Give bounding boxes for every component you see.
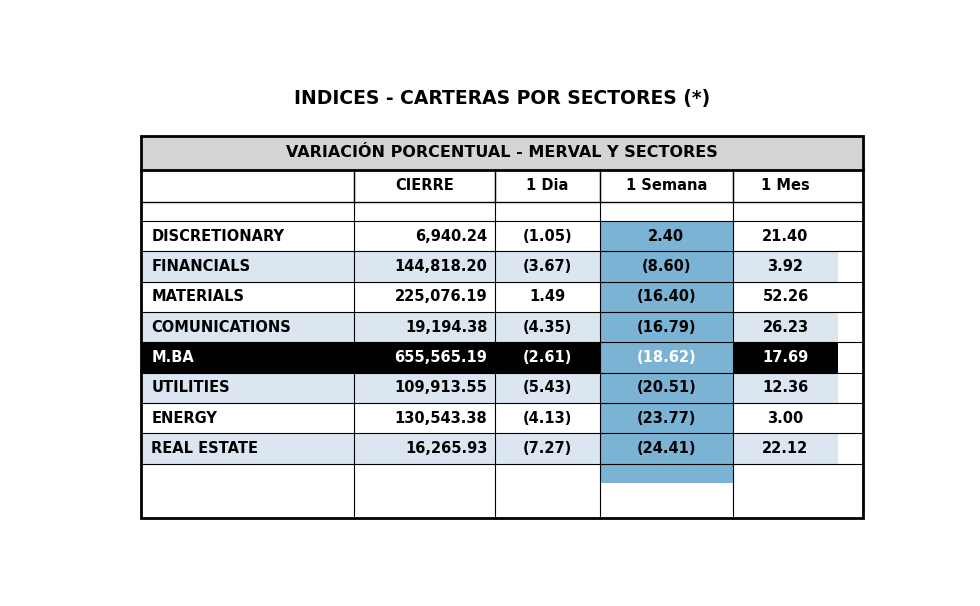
Bar xyxy=(600,433,733,464)
Bar xyxy=(495,251,600,282)
Text: 1 Semana: 1 Semana xyxy=(625,178,708,193)
Text: (16.40): (16.40) xyxy=(637,290,696,304)
Text: VARIACIÓN PORCENTUAL - MERVAL Y SECTORES: VARIACIÓN PORCENTUAL - MERVAL Y SECTORES xyxy=(286,145,718,160)
Text: 2.40: 2.40 xyxy=(649,229,684,244)
Bar xyxy=(495,221,600,251)
Bar xyxy=(495,312,600,342)
Bar xyxy=(600,282,733,312)
Bar xyxy=(495,373,600,403)
Bar xyxy=(141,312,355,342)
Bar xyxy=(733,342,838,373)
Text: (4.35): (4.35) xyxy=(522,320,572,335)
Text: (1.05): (1.05) xyxy=(522,229,572,244)
Text: 225,076.19: 225,076.19 xyxy=(395,290,487,304)
Text: 16,265.93: 16,265.93 xyxy=(405,441,487,456)
Text: (18.62): (18.62) xyxy=(637,350,696,365)
Bar xyxy=(600,312,733,342)
Bar xyxy=(355,342,495,373)
Bar xyxy=(355,221,495,251)
Text: 130,543.38: 130,543.38 xyxy=(395,411,487,426)
Text: (5.43): (5.43) xyxy=(522,381,572,396)
Bar xyxy=(141,136,863,170)
Text: (4.13): (4.13) xyxy=(522,411,572,426)
Text: 12.36: 12.36 xyxy=(762,381,808,396)
Text: (3.67): (3.67) xyxy=(522,259,572,274)
Bar xyxy=(141,251,355,282)
Text: 1 Mes: 1 Mes xyxy=(761,178,809,193)
Bar xyxy=(600,403,733,433)
Text: 1 Dia: 1 Dia xyxy=(526,178,568,193)
Text: 655,565.19: 655,565.19 xyxy=(395,350,487,365)
Bar xyxy=(733,464,838,484)
Bar xyxy=(733,251,838,282)
Text: CIERRE: CIERRE xyxy=(395,178,454,193)
Bar xyxy=(355,403,495,433)
Bar xyxy=(141,403,355,433)
Text: MATERIALS: MATERIALS xyxy=(151,290,244,304)
Text: (16.79): (16.79) xyxy=(637,320,696,335)
Text: (24.41): (24.41) xyxy=(637,441,696,456)
Bar xyxy=(733,373,838,403)
Text: 17.69: 17.69 xyxy=(762,350,808,365)
Bar xyxy=(355,433,495,464)
Bar xyxy=(141,202,863,221)
Text: 3.92: 3.92 xyxy=(767,259,804,274)
Bar xyxy=(495,464,600,484)
Text: ENERGY: ENERGY xyxy=(151,411,218,426)
Text: UTILITIES: UTILITIES xyxy=(151,381,230,396)
Bar xyxy=(141,136,863,518)
Bar xyxy=(600,251,733,282)
Bar xyxy=(355,282,495,312)
Bar xyxy=(141,373,355,403)
Text: DISCRETIONARY: DISCRETIONARY xyxy=(151,229,284,244)
Bar xyxy=(355,251,495,282)
Bar xyxy=(733,282,838,312)
Text: 109,913.55: 109,913.55 xyxy=(395,381,487,396)
Bar xyxy=(141,282,355,312)
Bar xyxy=(733,221,838,251)
Text: (7.27): (7.27) xyxy=(522,441,572,456)
Text: INDICES - CARTERAS POR SECTORES (*): INDICES - CARTERAS POR SECTORES (*) xyxy=(294,89,710,108)
Text: 6,940.24: 6,940.24 xyxy=(416,229,487,244)
Text: FINANCIALS: FINANCIALS xyxy=(151,259,251,274)
Bar xyxy=(495,433,600,464)
Text: 21.40: 21.40 xyxy=(762,229,808,244)
Bar xyxy=(141,464,355,484)
Text: (8.60): (8.60) xyxy=(642,259,691,274)
Bar xyxy=(355,312,495,342)
Text: COMUNICATIONS: COMUNICATIONS xyxy=(151,320,291,335)
Text: 19,194.38: 19,194.38 xyxy=(405,320,487,335)
Bar xyxy=(495,282,600,312)
Text: 3.00: 3.00 xyxy=(767,411,804,426)
Bar xyxy=(355,373,495,403)
Text: REAL ESTATE: REAL ESTATE xyxy=(151,441,259,456)
Bar xyxy=(141,170,863,202)
Text: 22.12: 22.12 xyxy=(762,441,808,456)
Bar xyxy=(495,342,600,373)
Text: 52.26: 52.26 xyxy=(762,290,808,304)
Bar xyxy=(600,373,733,403)
Bar xyxy=(600,342,733,373)
Text: M.BA: M.BA xyxy=(151,350,194,365)
Text: (23.77): (23.77) xyxy=(637,411,696,426)
Bar xyxy=(733,312,838,342)
Text: 1.49: 1.49 xyxy=(529,290,565,304)
Text: 144,818.20: 144,818.20 xyxy=(395,259,487,274)
Text: (2.61): (2.61) xyxy=(522,350,572,365)
Bar xyxy=(733,433,838,464)
Text: (20.51): (20.51) xyxy=(637,381,696,396)
Bar xyxy=(495,403,600,433)
Text: 26.23: 26.23 xyxy=(762,320,808,335)
Bar xyxy=(141,136,863,518)
Bar xyxy=(355,464,495,484)
Bar xyxy=(600,221,733,251)
Bar xyxy=(600,464,733,484)
Bar xyxy=(141,342,355,373)
Bar xyxy=(141,221,355,251)
Bar xyxy=(733,403,838,433)
Bar xyxy=(141,433,355,464)
